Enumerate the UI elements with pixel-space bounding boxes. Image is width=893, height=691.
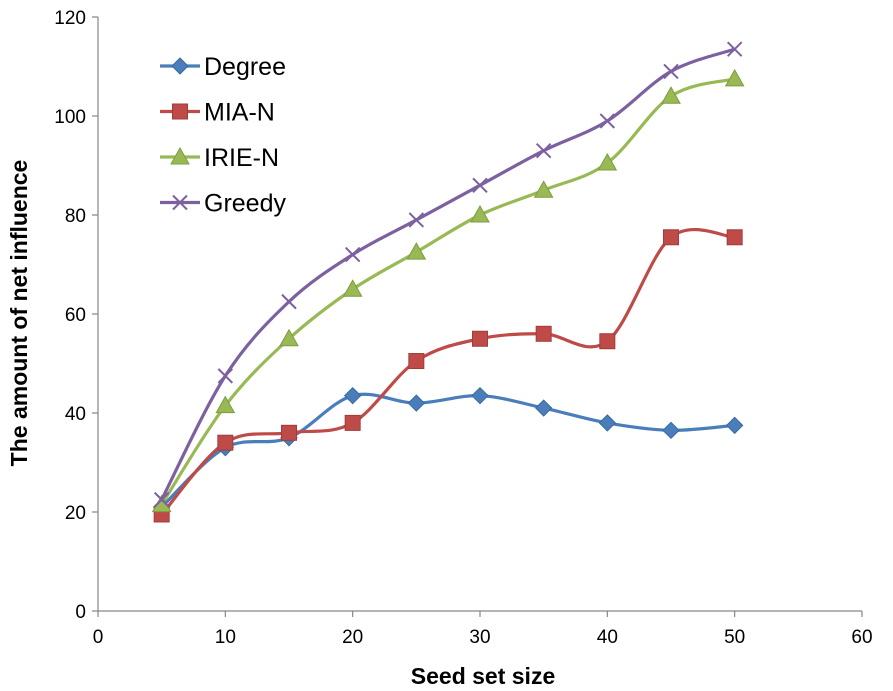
data-point	[726, 229, 743, 246]
legend-label: Greedy	[204, 190, 286, 218]
x-tick-label: 30	[469, 627, 490, 648]
data-point	[153, 491, 170, 508]
axes: 0 20 40 60 80 100 120 0 10 20 30 40 50 60	[54, 8, 872, 648]
y-tick-label: 100	[54, 107, 86, 128]
y-tick-label: 20	[65, 503, 86, 524]
data-point	[279, 328, 299, 347]
data-point	[599, 113, 616, 129]
legend-item-degree: Degree	[160, 53, 286, 81]
data-point	[663, 229, 679, 246]
series-line	[160, 77, 736, 506]
legend-label: IRIE-N	[204, 144, 279, 172]
x-axis-title: Seed set size	[411, 663, 555, 689]
data-point	[344, 246, 361, 263]
data-point	[215, 395, 236, 414]
data-point	[408, 212, 425, 228]
data-point	[726, 41, 743, 57]
legend-label: MIA-N	[204, 99, 275, 127]
y-tick-label: 0	[75, 602, 86, 623]
legend-item-greedy: Greedy	[160, 190, 286, 218]
data-point	[662, 421, 680, 440]
x-tick-label: 60	[851, 627, 872, 648]
legend-item-irie-n: IRIE-N	[160, 144, 279, 172]
data-point	[406, 242, 427, 260]
series-irie-n	[151, 68, 745, 513]
data-point	[663, 63, 679, 80]
legend-marker	[171, 57, 189, 75]
data-point	[472, 330, 488, 347]
data-point	[533, 180, 554, 198]
series-degree	[152, 386, 744, 516]
data-point	[725, 416, 744, 435]
data-point	[535, 142, 552, 159]
legend: Degree MIA-N IRIE-N Greedy	[160, 53, 286, 218]
data-point	[217, 434, 234, 451]
series-line	[160, 47, 736, 501]
legend-marker	[172, 103, 188, 120]
series-mia-n	[153, 227, 743, 523]
data-point	[342, 279, 363, 297]
y-tick-label: 40	[65, 404, 86, 425]
x-tick-label: 40	[597, 627, 618, 648]
x-tick-label: 0	[93, 627, 104, 648]
legend-label: Degree	[204, 53, 286, 81]
data-point	[281, 424, 297, 441]
series-line	[160, 392, 735, 509]
x-tick-label: 50	[724, 627, 745, 648]
y-tick-label: 120	[54, 8, 86, 29]
x-tick-label: 20	[342, 627, 363, 648]
legend-marker	[170, 146, 190, 165]
data-point	[408, 353, 425, 370]
data-point	[343, 386, 362, 405]
data-point	[535, 325, 552, 342]
data-point	[470, 204, 490, 223]
data-point	[661, 86, 681, 104]
data-point	[598, 414, 617, 432]
y-tick-label: 80	[65, 206, 86, 227]
x-tick-label: 10	[215, 627, 236, 648]
data-point	[472, 177, 488, 194]
data-point	[471, 386, 489, 405]
series-greedy	[153, 41, 743, 508]
data-point	[534, 399, 553, 417]
y-axis-title: The amount of net influence	[6, 160, 32, 467]
series-line	[160, 227, 735, 516]
data-point	[599, 333, 616, 350]
y-tick-label: 60	[65, 305, 86, 326]
data-point	[344, 414, 361, 431]
data-point	[597, 153, 618, 171]
legend-item-mia-n: MIA-N	[160, 99, 275, 127]
data-point	[281, 293, 297, 310]
data-point	[407, 394, 426, 412]
series-layer	[151, 41, 745, 523]
legend-marker	[172, 194, 188, 211]
data-point	[724, 68, 745, 87]
data-point	[217, 368, 234, 384]
